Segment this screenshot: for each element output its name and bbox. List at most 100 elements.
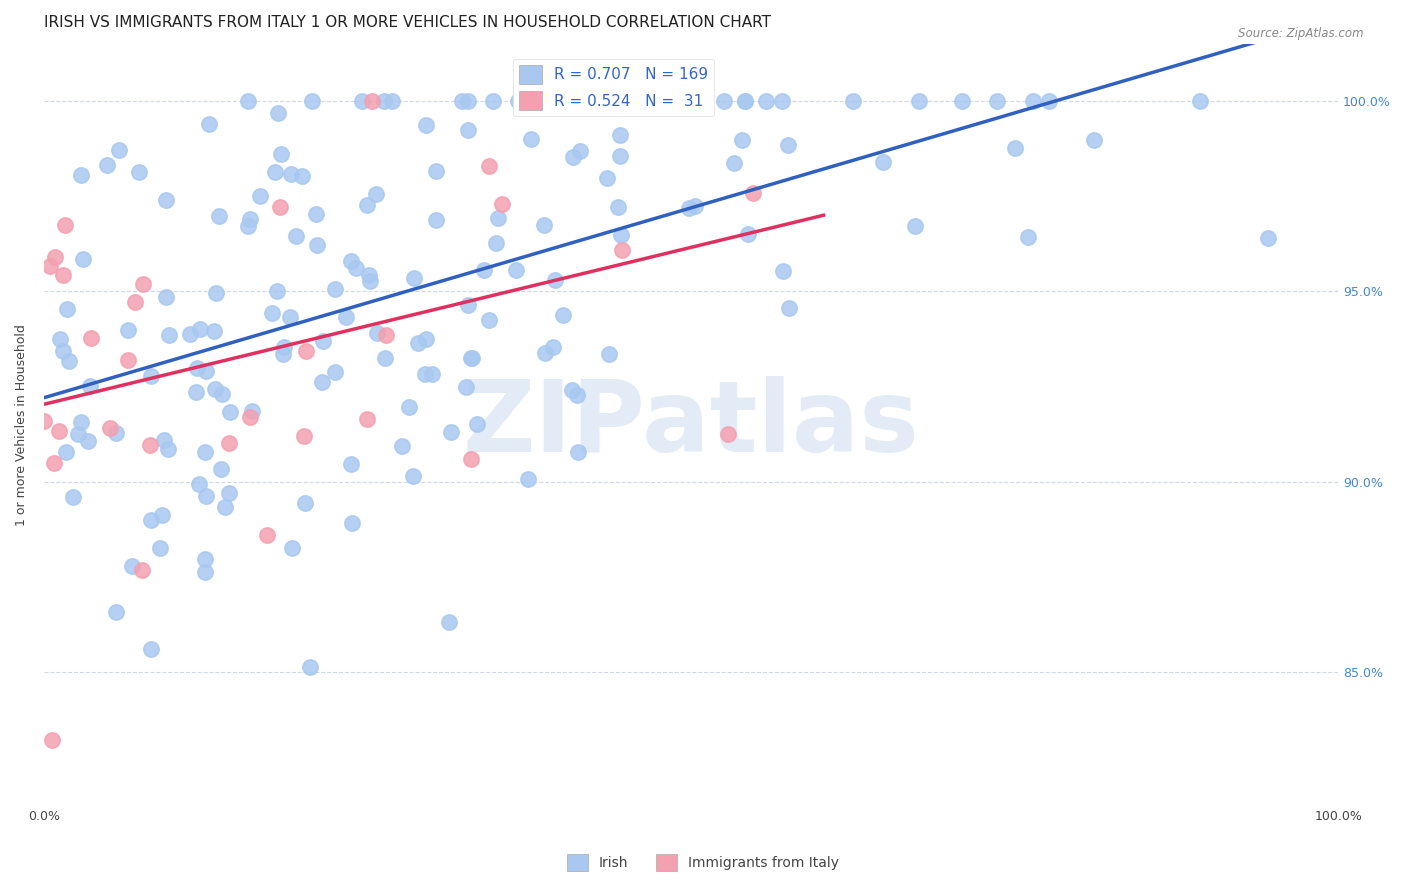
Point	[156, 442, 179, 456]
Point	[197, 117, 219, 131]
Point	[755, 94, 778, 108]
Point	[301, 94, 323, 108]
Point	[478, 159, 501, 173]
Point	[188, 477, 211, 491]
Point	[517, 471, 540, 485]
Point	[350, 94, 373, 108]
Point	[457, 123, 479, 137]
Text: ZIPatlas: ZIPatlas	[463, 376, 920, 473]
Point	[553, 308, 575, 322]
Point	[647, 94, 669, 108]
Point	[67, 427, 90, 442]
Point	[72, 252, 94, 267]
Point	[713, 94, 735, 108]
Point	[186, 360, 208, 375]
Point	[117, 322, 139, 336]
Point	[52, 268, 75, 282]
Point	[568, 144, 591, 158]
Point	[683, 199, 706, 213]
Point	[406, 336, 429, 351]
Point	[606, 200, 628, 214]
Point	[121, 559, 143, 574]
Point	[772, 264, 794, 278]
Point	[194, 489, 217, 503]
Point	[128, 165, 150, 179]
Point	[208, 209, 231, 223]
Point	[52, 343, 75, 358]
Point	[460, 452, 482, 467]
Point	[44, 250, 66, 264]
Point	[294, 496, 316, 510]
Point	[741, 186, 763, 200]
Point	[266, 284, 288, 298]
Point	[474, 263, 496, 277]
Point	[486, 211, 509, 225]
Point	[460, 351, 482, 365]
Point	[364, 187, 387, 202]
Point	[678, 201, 700, 215]
Point	[842, 94, 865, 108]
Point	[508, 94, 530, 108]
Point	[1017, 230, 1039, 244]
Point	[465, 417, 488, 431]
Point	[56, 301, 79, 316]
Point	[157, 328, 180, 343]
Point	[737, 227, 759, 241]
Point	[609, 128, 631, 143]
Point	[70, 415, 93, 429]
Point	[153, 433, 176, 447]
Point	[239, 409, 262, 424]
Point	[1038, 94, 1060, 108]
Point	[249, 189, 271, 203]
Point	[41, 732, 63, 747]
Point	[323, 365, 346, 379]
Point	[284, 229, 307, 244]
Point	[413, 367, 436, 381]
Point	[505, 263, 527, 277]
Point	[491, 197, 513, 211]
Point	[605, 94, 627, 108]
Point	[1189, 94, 1212, 108]
Point	[62, 490, 84, 504]
Point	[356, 198, 378, 212]
Point	[359, 268, 381, 282]
Point	[598, 347, 620, 361]
Point	[460, 351, 482, 365]
Point	[904, 219, 927, 233]
Point	[359, 274, 381, 288]
Point	[76, 434, 98, 448]
Point	[609, 149, 631, 163]
Point	[335, 310, 357, 324]
Point	[734, 94, 756, 108]
Point	[734, 94, 756, 108]
Point	[270, 147, 292, 161]
Point	[80, 331, 103, 345]
Point	[263, 164, 285, 178]
Point	[311, 375, 333, 389]
Point	[373, 94, 395, 108]
Point	[280, 167, 302, 181]
Point	[344, 261, 367, 276]
Point	[950, 94, 973, 108]
Point	[541, 340, 564, 354]
Point	[440, 425, 463, 439]
Point	[239, 212, 262, 227]
Point	[311, 334, 333, 348]
Point	[108, 143, 131, 157]
Point	[451, 94, 474, 108]
Point	[425, 163, 447, 178]
Point	[986, 94, 1008, 108]
Point	[631, 94, 654, 108]
Point	[398, 400, 420, 414]
Point	[132, 277, 155, 291]
Point	[34, 414, 56, 428]
Point	[533, 219, 555, 233]
Point	[266, 105, 288, 120]
Point	[211, 387, 233, 401]
Point	[356, 412, 378, 426]
Point	[307, 238, 329, 252]
Point	[415, 118, 437, 132]
Point	[340, 253, 363, 268]
Point	[260, 306, 283, 320]
Point	[291, 169, 314, 183]
